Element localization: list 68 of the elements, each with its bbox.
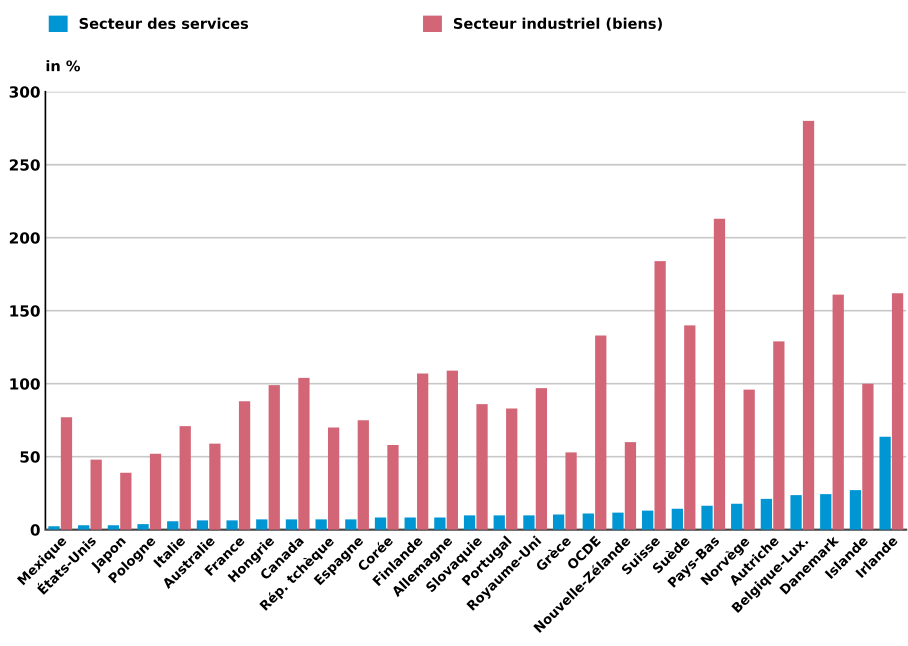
bar (552, 514, 564, 530)
bar (892, 293, 904, 530)
legend-label: Secteur des services (80, 18, 248, 29)
bar (78, 525, 90, 530)
bar (476, 404, 488, 530)
bar (744, 390, 755, 530)
bar (358, 420, 369, 530)
bar (256, 519, 268, 530)
bar (494, 515, 505, 530)
bar (209, 444, 221, 530)
y-tick-label: 50 (20, 451, 40, 463)
bar (595, 336, 606, 530)
bar (404, 517, 416, 530)
bar (802, 120, 814, 530)
bar (286, 519, 298, 530)
bar (565, 452, 577, 530)
bar (298, 378, 310, 530)
bar (374, 517, 386, 530)
bar (731, 504, 742, 530)
bar (137, 524, 149, 530)
bar (316, 519, 327, 530)
bar (642, 510, 654, 530)
bar (387, 445, 399, 530)
bar (523, 515, 535, 530)
bar (612, 512, 624, 530)
y-tick-label: 300 (10, 86, 40, 98)
bar (624, 442, 636, 530)
bar (48, 526, 60, 530)
y-tick-label: 100 (10, 378, 40, 390)
y-tick-label: 150 (10, 305, 40, 317)
bar (226, 520, 238, 530)
bar (832, 294, 844, 530)
bar (238, 401, 250, 530)
bar (434, 517, 446, 530)
bar (417, 374, 428, 530)
bar (167, 521, 178, 530)
bar (506, 408, 518, 530)
bar (196, 520, 208, 530)
bar (150, 454, 162, 530)
bar (328, 428, 340, 530)
bar (862, 384, 874, 530)
bar (760, 498, 772, 530)
y-tick-label: 0 (30, 524, 40, 536)
bar (582, 514, 594, 530)
y-tick-label: 200 (10, 232, 40, 244)
bar (180, 426, 191, 530)
bar (268, 385, 280, 530)
bar (654, 261, 666, 530)
bar (701, 506, 713, 530)
bar (345, 519, 356, 530)
bar (536, 388, 548, 530)
bar (120, 472, 132, 530)
bar (790, 495, 802, 530)
bar (672, 508, 683, 530)
bar (108, 525, 120, 530)
legend-label: Secteur industriel (biens) (454, 18, 662, 31)
bar (820, 494, 832, 530)
bar (714, 218, 726, 530)
bar (60, 417, 72, 530)
bar (446, 370, 458, 530)
bar (90, 460, 102, 530)
bar (464, 515, 476, 530)
y-axis-title: in % (46, 60, 80, 72)
bar (879, 436, 891, 530)
bar (684, 325, 696, 530)
bar (773, 341, 784, 530)
bar (850, 490, 862, 530)
y-tick-label: 250 (10, 159, 40, 171)
